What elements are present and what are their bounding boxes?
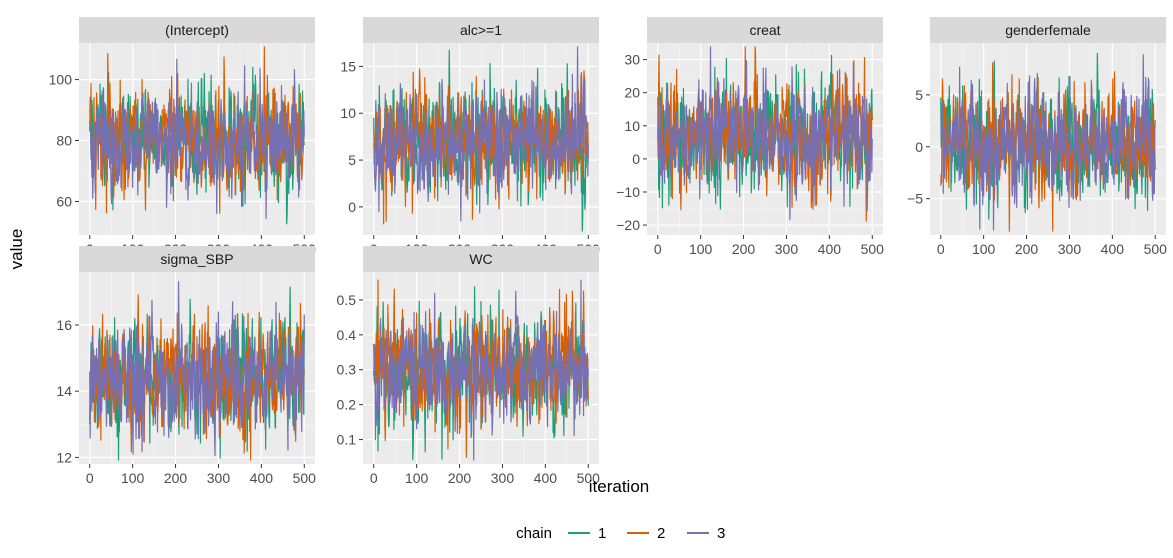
y-tick-label: −20	[616, 217, 640, 233]
chain-3-trace	[89, 58, 305, 220]
x-tick-label: 500	[293, 470, 317, 486]
facet-strip	[79, 246, 315, 272]
facet-strip	[930, 17, 1166, 43]
y-tick-label: 0.2	[337, 397, 357, 413]
x-tick-label: 500	[1144, 241, 1168, 257]
chain-1-trace	[89, 66, 305, 225]
facet-strip-label: genderfemale	[1005, 22, 1091, 38]
y-tick-label: 16	[56, 317, 72, 333]
y-tick-label: 30	[624, 52, 640, 68]
x-tick-label: 400	[250, 470, 274, 486]
facet-panel: genderfemale 0 100 200 300 400 500 −5 0 5	[907, 17, 1167, 257]
chain-3-trace	[657, 46, 873, 221]
y-tick-label: 5	[348, 152, 356, 168]
facet-panel: (Intercept)01002003004005006080100	[49, 17, 316, 257]
facet-strip-label: WC	[469, 251, 492, 267]
x-tick-label: 500	[577, 470, 601, 486]
facet-strip	[79, 17, 315, 43]
facet-panel: WC 0 100 200 300 400 500 0.1 0.2 0.3 0.4 0.5	[337, 246, 601, 486]
legend-label-chain-2: 2	[657, 525, 665, 542]
y-tick-label: 0.4	[337, 327, 357, 343]
facet-panels: (Intercept)01002003004005006080100alc>=1…	[49, 17, 1167, 486]
chain-3-trace	[373, 46, 589, 222]
x-tick-label: 100	[689, 241, 713, 257]
x-tick-label: 0	[654, 241, 662, 257]
y-tick-label: 20	[624, 85, 640, 101]
y-tick-label: 12	[56, 449, 72, 465]
y-tick-label: 15	[340, 58, 356, 74]
y-axis-title: value	[7, 229, 26, 270]
y-tick-label: 0.5	[337, 292, 357, 308]
x-tick-label: 300	[207, 470, 231, 486]
y-tick-label: −5	[907, 191, 923, 207]
x-tick-label: 300	[775, 241, 799, 257]
y-tick-label: 10	[624, 118, 640, 134]
facet-panel: alc>=10100200300400500051015	[340, 17, 600, 257]
x-tick-label: 100	[405, 470, 429, 486]
y-tick-label: 14	[56, 383, 72, 399]
x-tick-label: 200	[448, 470, 472, 486]
x-tick-label: 100	[121, 470, 145, 486]
chain-3-trace	[940, 54, 1156, 231]
x-tick-label: 0	[370, 470, 378, 486]
x-tick-label: 300	[1058, 241, 1082, 257]
y-tick-label: 0	[348, 199, 356, 215]
facet-strip	[363, 246, 599, 272]
y-tick-label: 10	[340, 105, 356, 121]
facet-strip	[363, 17, 599, 43]
legend-title: chain	[516, 525, 552, 542]
x-tick-label: 0	[937, 241, 945, 257]
legend: chain 1 2 3	[516, 525, 725, 542]
x-tick-label: 400	[1101, 241, 1125, 257]
x-tick-label: 300	[491, 470, 515, 486]
x-tick-label: 200	[164, 470, 188, 486]
y-tick-label: 80	[56, 133, 72, 149]
y-tick-label: 0.3	[337, 362, 357, 378]
y-tick-label: 0.1	[337, 432, 357, 448]
x-tick-label: 500	[861, 241, 885, 257]
facet-strip-label: alc>=1	[460, 22, 502, 38]
x-tick-label: 0	[86, 470, 94, 486]
y-tick-label: 60	[56, 193, 72, 209]
y-tick-label: 100	[49, 72, 73, 88]
facet-panel: sigma_SBP 0 100 200 300 400 500 12 14 16	[56, 246, 316, 486]
x-tick-label: 200	[732, 241, 756, 257]
y-tick-label: 0	[915, 139, 923, 155]
facet-strip-label: sigma_SBP	[160, 251, 233, 267]
x-tick-label: 200	[1015, 241, 1039, 257]
x-axis-title: iteration	[589, 477, 649, 496]
x-tick-label: 400	[818, 241, 842, 257]
y-tick-label: 0	[632, 151, 640, 167]
y-tick-label: −10	[616, 184, 640, 200]
facet-strip	[647, 17, 883, 43]
legend-label-chain-1: 1	[598, 525, 606, 542]
x-tick-label: 400	[534, 470, 558, 486]
facet-panel: creat 0 100 200 300 400 500 −20 −10 0 10 20 30	[616, 17, 884, 257]
legend-label-chain-3: 3	[717, 525, 725, 542]
y-tick-label: 5	[915, 87, 923, 103]
facet-strip-label: creat	[749, 22, 780, 38]
x-tick-label: 100	[972, 241, 996, 257]
chain-3-trace	[373, 279, 589, 461]
chain-3-trace	[89, 281, 305, 457]
facet-strip-label: (Intercept)	[165, 22, 229, 38]
